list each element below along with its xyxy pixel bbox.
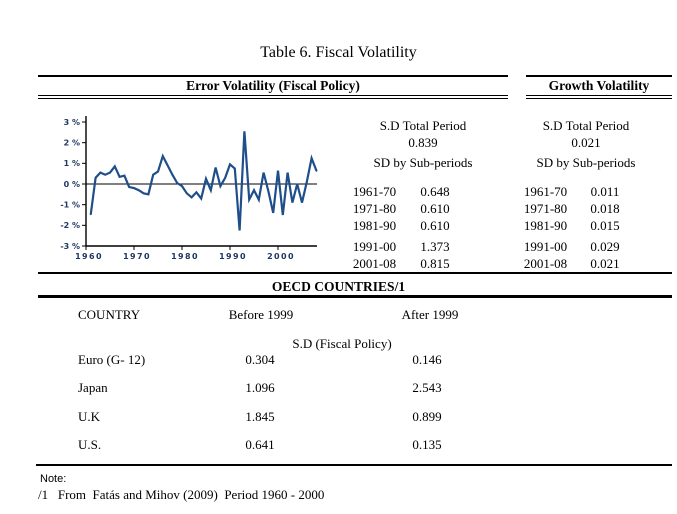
- country-label: U.S.: [78, 437, 102, 452]
- subperiod-value: 0.648: [420, 184, 450, 199]
- country-label: U.K: [78, 409, 101, 424]
- column-header-before-1999: Before 1999: [228, 307, 294, 322]
- y-tick-label: 2 %: [64, 138, 80, 147]
- before-value: 1.096: [245, 380, 275, 395]
- country-label: Euro (G- 12): [78, 352, 146, 367]
- divider-rule: [38, 75, 508, 77]
- divider-rule: [38, 272, 672, 274]
- growth-volatility-header: Growth Volatility: [548, 78, 650, 93]
- x-tick-label: 1980: [171, 252, 199, 261]
- x-tick-label: 1970: [123, 252, 151, 261]
- growth-sd-total-value: 0.021: [571, 135, 601, 150]
- subperiod-value: 0.610: [420, 201, 450, 216]
- divider-rule: [38, 95, 508, 96]
- page-title: Table 6. Fiscal Volatility: [260, 44, 417, 61]
- column-header-country: COUNTRY: [78, 307, 141, 322]
- subperiod-value: 0.011: [590, 184, 620, 199]
- subperiod-value: 0.610: [420, 218, 450, 233]
- x-tick-label: 2000: [267, 252, 295, 261]
- subperiod-label: 1961-70: [352, 184, 397, 199]
- divider-rule: [526, 75, 672, 77]
- subperiod-label: 1991-00: [523, 239, 568, 254]
- note-text: /1 From Fatás and Mihov (2009) Period 19…: [38, 487, 325, 502]
- y-tick-label: -2 %: [60, 221, 80, 230]
- error-sd-subperiods-label: SD by Sub-periods: [373, 155, 473, 170]
- subperiod-label: 1991-00: [352, 239, 397, 254]
- subperiod-label: 1971-80: [523, 201, 568, 216]
- error-sd-total-label: S.D Total Period: [379, 118, 467, 133]
- subperiod-label: 1961-70: [523, 184, 568, 199]
- subperiod-label: 1981-90: [523, 218, 568, 233]
- subperiod-value: 0.018: [590, 201, 620, 216]
- divider-rule: [36, 464, 672, 466]
- subperiod-label: 2001-08: [523, 256, 568, 271]
- y-tick-label: 3 %: [64, 118, 80, 127]
- subperiod-value: 1.373: [420, 239, 450, 254]
- before-value: 0.304: [245, 352, 275, 367]
- after-value: 0.146: [412, 352, 442, 367]
- error-volatility-line: [89, 131, 318, 231]
- y-tick-label: 0 %: [64, 180, 80, 189]
- after-value: 0.135: [412, 437, 442, 452]
- column-header-after-1999: After 1999: [401, 307, 459, 322]
- before-value: 1.845: [245, 409, 275, 424]
- oecd-countries-header: OECD COUNTRIES/1: [271, 279, 406, 294]
- error-volatility-header: Error Volatility (Fiscal Policy): [186, 78, 360, 93]
- subperiod-label: 1981-90: [352, 218, 397, 233]
- growth-sd-total-label: S.D Total Period: [542, 118, 630, 133]
- subperiod-value: 0.815: [420, 256, 450, 271]
- x-tick-label: 1990: [219, 252, 247, 261]
- note-label: Note:: [40, 473, 67, 485]
- error-sd-total-value: 0.839: [408, 135, 438, 150]
- divider-rule: [526, 95, 672, 96]
- before-value: 0.641: [245, 437, 275, 452]
- subperiod-value: 0.015: [590, 218, 620, 233]
- y-tick-label: 1 %: [64, 159, 80, 168]
- subperiod-value: 0.021: [590, 256, 620, 271]
- table-subheader-sd-fiscal-policy: S.D (Fiscal Policy): [292, 336, 392, 351]
- divider-rule: [526, 98, 672, 99]
- after-value: 2.543: [412, 380, 442, 395]
- country-label: Japan: [78, 380, 108, 395]
- subperiod-value: 0.029: [590, 239, 620, 254]
- fiscal-error-volatility-chart: 3 % 2 % 1 % 0 % -1 % -2 % -3 %1960 1970 1980 1990…: [60, 116, 318, 261]
- x-tick-label: 1960: [75, 252, 103, 261]
- divider-rule: [38, 295, 672, 298]
- subperiod-label: 1971-80: [352, 201, 397, 216]
- divider-rule: [38, 98, 508, 99]
- subperiod-label: 2001-08: [352, 256, 397, 271]
- after-value: 0.899: [412, 409, 442, 424]
- growth-sd-subperiods-label: SD by Sub-periods: [536, 155, 636, 170]
- y-tick-label: -3 %: [60, 242, 80, 251]
- y-tick-label: -1 %: [60, 200, 80, 209]
